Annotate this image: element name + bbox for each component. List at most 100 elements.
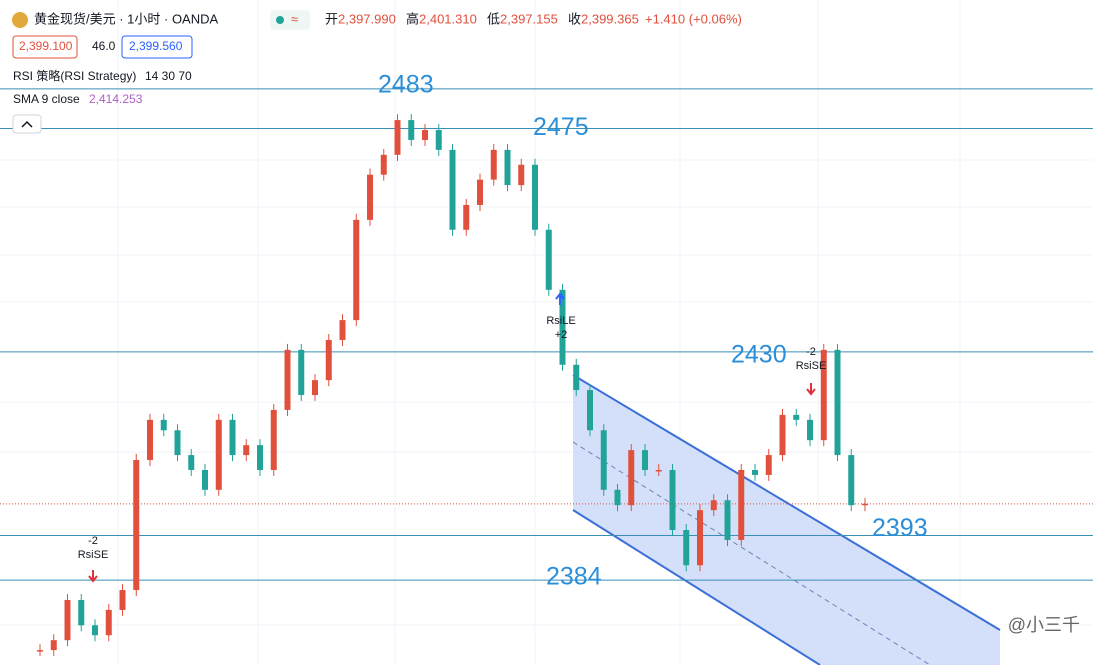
status-icon: ≈ xyxy=(291,11,298,26)
signal-tag: +2 xyxy=(555,329,568,341)
signal-tag: -2 xyxy=(88,535,98,547)
sell-price: 2,399.100 xyxy=(19,39,73,53)
candle xyxy=(174,430,181,456)
candle xyxy=(545,229,552,290)
signal-name: RsiSE xyxy=(796,360,827,372)
candle xyxy=(848,455,855,506)
indicator-params: 2,414.253 xyxy=(89,92,143,106)
indicator-name[interactable]: SMA 9 close xyxy=(13,92,80,106)
candle xyxy=(188,455,195,470)
candle xyxy=(325,339,332,381)
candle xyxy=(642,450,648,470)
level-label: 2393 xyxy=(872,514,928,542)
candle xyxy=(669,469,676,531)
candle xyxy=(463,204,470,230)
price-change: +1.410 (+0.06%) xyxy=(645,11,742,26)
candle xyxy=(353,219,360,321)
status-badge[interactable] xyxy=(270,10,310,30)
signal-arrow xyxy=(88,570,98,583)
level-label: 2475 xyxy=(533,113,589,141)
indicator-params: 14 30 70 xyxy=(145,69,192,83)
channel xyxy=(572,374,1001,665)
candle xyxy=(50,640,57,651)
candle xyxy=(628,450,635,506)
candle xyxy=(477,179,483,205)
candle xyxy=(532,164,538,230)
signal-arrow xyxy=(555,292,565,305)
candle xyxy=(380,154,387,175)
candle xyxy=(435,130,442,150)
signal-tag: -2 xyxy=(806,346,816,358)
candle xyxy=(422,130,428,140)
candle xyxy=(394,120,401,155)
candle xyxy=(724,500,731,540)
ohlc-name: 高 xyxy=(406,11,419,26)
candle xyxy=(243,445,250,456)
candle xyxy=(573,364,580,391)
candle xyxy=(779,414,786,456)
indicator-name[interactable]: RSI 策略(RSI Strategy) xyxy=(13,68,136,83)
candle xyxy=(229,419,236,456)
candle xyxy=(215,419,222,490)
candle xyxy=(559,289,566,365)
candle xyxy=(312,380,318,396)
candle xyxy=(105,609,112,636)
buy-price: 2,399.560 xyxy=(129,39,183,53)
ohlc-value: 2,397.155 xyxy=(500,11,558,26)
candle xyxy=(518,164,525,186)
ohlc-name: 低 xyxy=(487,11,500,26)
candle xyxy=(408,120,415,140)
candle xyxy=(655,469,662,472)
candle xyxy=(270,409,277,470)
candle xyxy=(160,419,167,431)
signal-name: RsiLE xyxy=(546,315,575,327)
watermark: @小三千 xyxy=(1008,615,1080,635)
candle xyxy=(587,390,593,431)
candle xyxy=(738,469,745,540)
symbol-title[interactable]: 黄金现货/美元 · 1小时 · OANDA xyxy=(34,11,219,26)
ohlc-value: 2,397.990 xyxy=(338,11,396,26)
candle xyxy=(298,349,305,396)
candle xyxy=(834,349,841,456)
collapse-icon xyxy=(21,120,33,128)
level-label: 2384 xyxy=(546,563,602,591)
candle xyxy=(64,599,71,641)
level-label: 2430 xyxy=(731,340,787,368)
candle xyxy=(683,530,690,566)
candle xyxy=(147,419,153,461)
buy-box[interactable] xyxy=(121,35,193,59)
signal-name: RsiSE xyxy=(78,549,109,561)
candle xyxy=(202,469,208,490)
candle xyxy=(614,489,621,506)
candle xyxy=(504,149,511,186)
ohlc-name: 收 xyxy=(568,11,581,26)
candle xyxy=(697,510,703,566)
candle xyxy=(257,445,263,470)
level-label: 2483 xyxy=(378,70,434,98)
signal-arrow xyxy=(806,383,816,396)
status-dot xyxy=(276,16,284,24)
candle xyxy=(284,349,291,410)
candle xyxy=(339,320,346,340)
ohlc-value: 2,399.365 xyxy=(581,11,639,26)
collapse-button[interactable] xyxy=(12,114,42,134)
candle xyxy=(793,414,800,420)
candle xyxy=(807,419,813,441)
ohlc-name: 开 xyxy=(325,11,338,26)
sell-box[interactable] xyxy=(12,35,78,59)
candle xyxy=(78,599,85,626)
candle xyxy=(820,349,827,441)
spread: 46.0 xyxy=(92,39,116,53)
header: 黄金现货/美元 · 1小时 · OANDA ≈ 开 2,397.990 高 2,401… xyxy=(12,10,742,134)
candle xyxy=(119,590,126,610)
candle xyxy=(449,149,456,230)
ohlc-value: 2,401.310 xyxy=(419,11,477,26)
candle xyxy=(710,500,717,511)
symbol-icon xyxy=(12,12,28,28)
candle xyxy=(862,503,868,506)
candle xyxy=(490,149,497,180)
candle xyxy=(752,469,758,475)
candle xyxy=(37,650,43,652)
